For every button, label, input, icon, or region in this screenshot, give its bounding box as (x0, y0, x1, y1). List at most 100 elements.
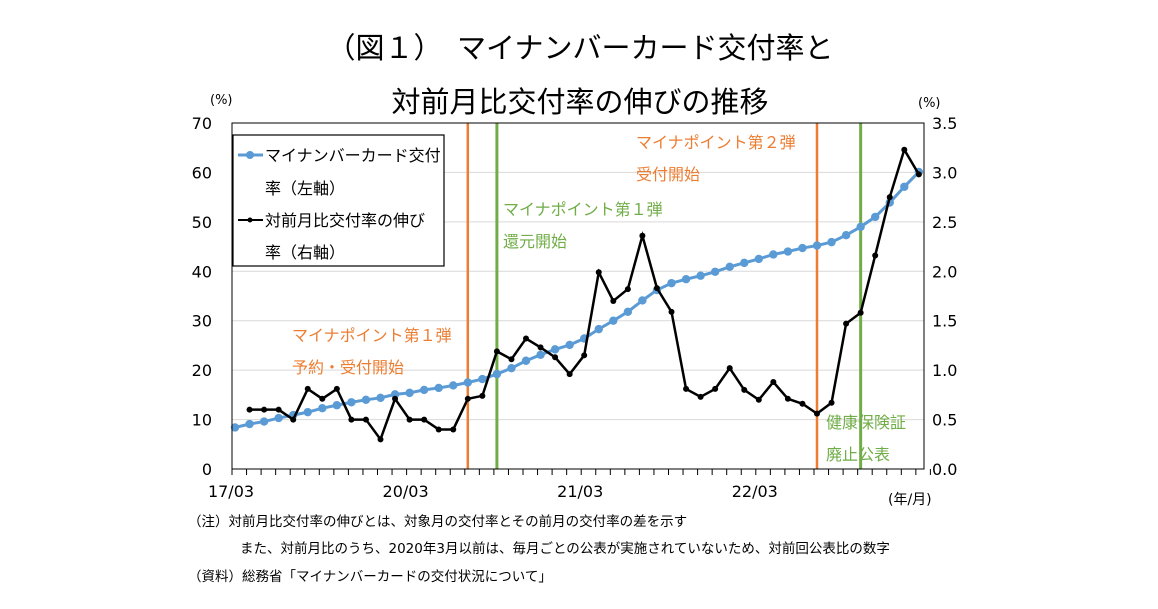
data-point (697, 393, 704, 400)
y-right-tick-label: 3.5 (932, 114, 957, 133)
data-point (347, 398, 356, 407)
data-point (536, 350, 545, 360)
data-point (332, 401, 342, 410)
plot-border (231, 122, 925, 470)
data-point (566, 371, 573, 378)
data-point (259, 417, 269, 426)
data-point (478, 374, 487, 384)
data-point (872, 252, 879, 259)
data-point (274, 413, 283, 423)
data-point (376, 393, 385, 403)
data-point (450, 426, 457, 433)
data-point (683, 385, 690, 392)
data-point (245, 419, 254, 429)
data-point (405, 388, 414, 398)
legend-black-1: 対前月比交付率の伸び (265, 211, 425, 230)
data-point (552, 354, 559, 361)
data-point (783, 247, 793, 256)
data-point (333, 385, 340, 392)
data-point (726, 365, 733, 372)
legend-blue-2: 率（左軸） (265, 179, 345, 198)
data-point (653, 285, 660, 292)
data-point (464, 395, 471, 402)
event-label: 受付開始 (636, 165, 700, 184)
source-note: （資料）総務省「マイナンバーカードの交付状況について」 (188, 568, 552, 585)
data-point (667, 278, 676, 288)
data-point (362, 416, 369, 423)
data-point (915, 171, 922, 178)
event-label: 還元開始 (503, 232, 567, 251)
data-point (755, 396, 762, 403)
y-left-tick-label: 40 (192, 262, 212, 281)
data-point (261, 406, 268, 413)
data-point (741, 386, 748, 393)
data-point (463, 378, 472, 387)
data-point (871, 212, 880, 222)
data-point (377, 436, 384, 443)
data-point (550, 345, 560, 354)
event-label: マイナポイント第１弾 (503, 200, 663, 219)
y-right-tick-label: 3.0 (932, 163, 957, 182)
data-point (814, 410, 820, 417)
data-point (406, 416, 413, 423)
y-right-tick-label: 2.5 (932, 213, 957, 232)
x-tick-label: 21/03 (557, 482, 603, 501)
data-point (712, 385, 719, 392)
data-point (856, 222, 865, 231)
event-label: 廃止公表 (826, 445, 890, 464)
y-right-tick-label: 0.5 (932, 411, 957, 430)
data-point (565, 340, 574, 350)
data-point (275, 406, 282, 413)
chart-title-line2: 対前月比交付率の伸びの推移 (391, 85, 768, 119)
data-point (595, 269, 602, 276)
event-label: マイナポイント第２弾 (636, 133, 796, 152)
data-point (827, 237, 836, 247)
data-point (392, 395, 399, 402)
y-right-tick-label: 1.5 (932, 312, 957, 331)
data-point (246, 406, 253, 413)
legend: マイナンバーカード交付 率（左軸） 対前月比交付率の伸び 率（右軸） (232, 134, 445, 267)
data-point (828, 399, 835, 406)
y-left-tick-label: 60 (192, 163, 212, 182)
data-point (521, 356, 531, 365)
data-point (319, 395, 326, 402)
data-point (784, 395, 791, 402)
data-point (668, 308, 675, 315)
data-point (886, 194, 893, 201)
event-label: 健康保険証 (826, 413, 906, 432)
data-point (681, 274, 691, 284)
data-point (537, 344, 544, 351)
data-point (725, 262, 734, 272)
y-left-tick-label: 0 (202, 460, 212, 479)
data-point (754, 254, 763, 264)
data-point (857, 309, 864, 316)
y-left-tick-label: 20 (192, 361, 212, 380)
data-point (581, 352, 588, 359)
data-point (609, 316, 618, 325)
y-left-unit: (%) (210, 93, 233, 108)
data-point (479, 392, 486, 399)
data-point (769, 250, 778, 259)
chart-title-line1: （図１） マイナンバーカード交付率と (327, 31, 834, 65)
y-left-tick-label: 70 (192, 114, 212, 133)
legend-blue-1: マイナンバーカード交付 (265, 146, 441, 165)
y-right-tick-label: 0.0 (932, 460, 957, 479)
data-point (304, 385, 311, 392)
data-point (623, 307, 633, 317)
data-point (361, 395, 371, 404)
event-label: 予約・受付開始 (292, 358, 404, 377)
event-label: マイナポイント第１弾 (292, 326, 452, 345)
data-point (523, 335, 529, 342)
data-point (419, 385, 429, 395)
data-point (798, 243, 807, 253)
data-point (900, 182, 909, 191)
x-tick-label: 22/03 (732, 482, 778, 501)
y-right-unit: (%) (918, 96, 941, 111)
data-point (421, 416, 428, 423)
data-point (610, 297, 617, 304)
data-point (290, 416, 297, 423)
x-tick-label: 17/03 (208, 482, 254, 501)
data-point (594, 324, 603, 334)
data-point (812, 241, 822, 250)
